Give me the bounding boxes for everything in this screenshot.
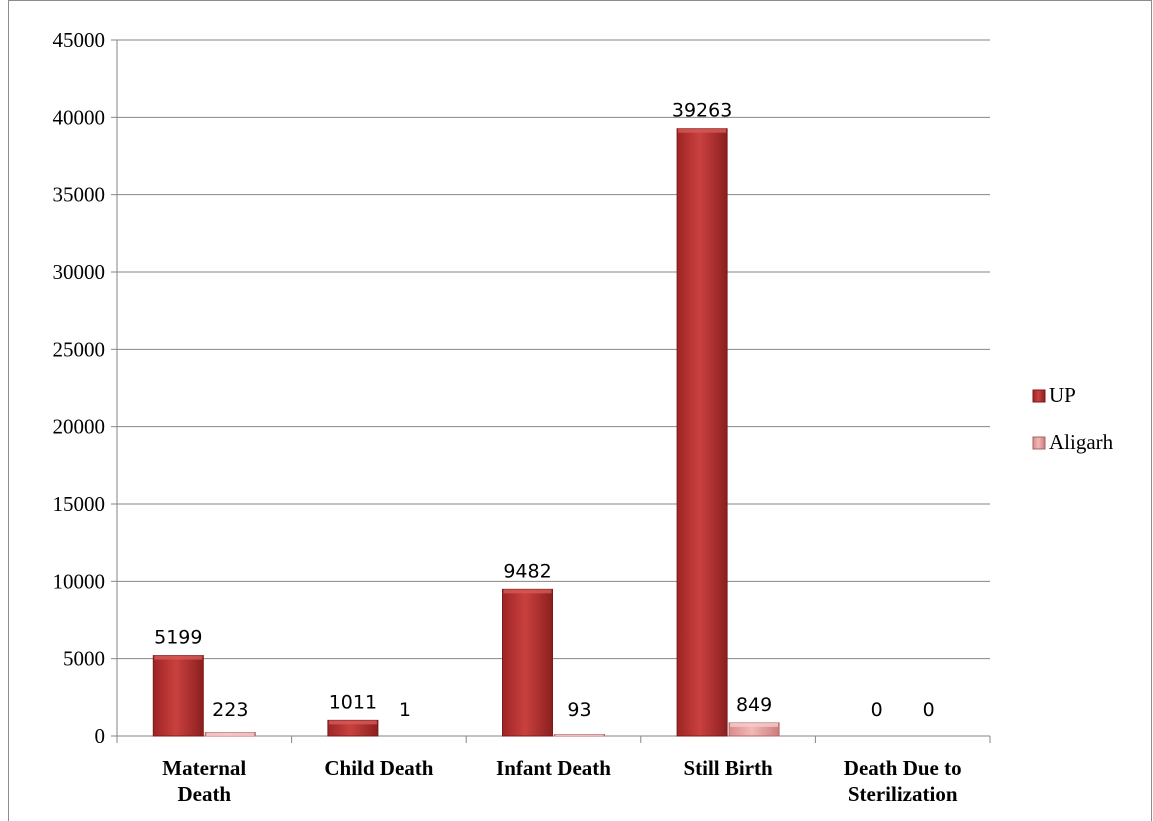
y-tick-label: 30000 <box>53 260 106 284</box>
bars <box>152 128 780 737</box>
bar-top-highlight <box>206 732 255 736</box>
category-label: Death <box>177 782 231 806</box>
y-tick-label: 20000 <box>53 415 106 439</box>
data-label: 39263 <box>672 100 732 122</box>
bar-up <box>152 655 204 737</box>
data-label: 1 <box>399 699 411 721</box>
data-label: 0 <box>871 699 883 721</box>
bar-top-highlight <box>555 734 604 736</box>
bar-up <box>502 588 553 737</box>
category-label: Maternal <box>162 756 246 780</box>
y-tick-label: 15000 <box>53 492 106 516</box>
y-tick-label: 25000 <box>53 337 106 361</box>
gridlines <box>117 39 990 660</box>
category-label: Infant Death <box>496 756 611 780</box>
legend-swatch-up <box>1032 389 1046 403</box>
y-tick-label: 5000 <box>63 647 105 671</box>
category-label: Death Due to <box>844 756 962 780</box>
legend-label-aligarh: Aligarh <box>1049 430 1114 454</box>
category-label: Sterilization <box>848 782 958 806</box>
y-tick-label: 35000 <box>53 183 106 207</box>
bar-up <box>676 128 728 737</box>
data-labels: 5199 1011 9482 39263 0 223 1 93 849 0 <box>154 100 935 721</box>
data-label: 5199 <box>154 627 202 649</box>
data-label: 1011 <box>329 691 377 713</box>
y-tick-label: 10000 <box>53 569 106 593</box>
axes: 0 5000 10000 15000 20000 25000 30000 35000 40000… <box>53 28 991 806</box>
y-tick-label: 40000 <box>53 105 106 129</box>
bar-top-highlight <box>730 722 779 727</box>
data-label: 93 <box>567 699 591 721</box>
bar-top-highlight <box>678 128 727 133</box>
legend: UP Aligarh <box>1032 383 1114 454</box>
legend-swatch-aligarh <box>1032 436 1046 450</box>
data-label: 0 <box>923 699 935 721</box>
category-label: Still Birth <box>683 756 773 780</box>
data-label: 223 <box>212 699 248 721</box>
bar-top-highlight <box>328 720 377 725</box>
bar-top-highlight <box>503 589 552 594</box>
y-tick-label: 0 <box>95 724 106 748</box>
y-tick-label: 45000 <box>53 28 106 52</box>
legend-label-up: UP <box>1049 383 1076 407</box>
category-label: Child Death <box>324 756 433 780</box>
data-label: 9482 <box>503 560 551 582</box>
data-label: 849 <box>736 694 772 716</box>
bar-top-highlight <box>154 655 203 660</box>
